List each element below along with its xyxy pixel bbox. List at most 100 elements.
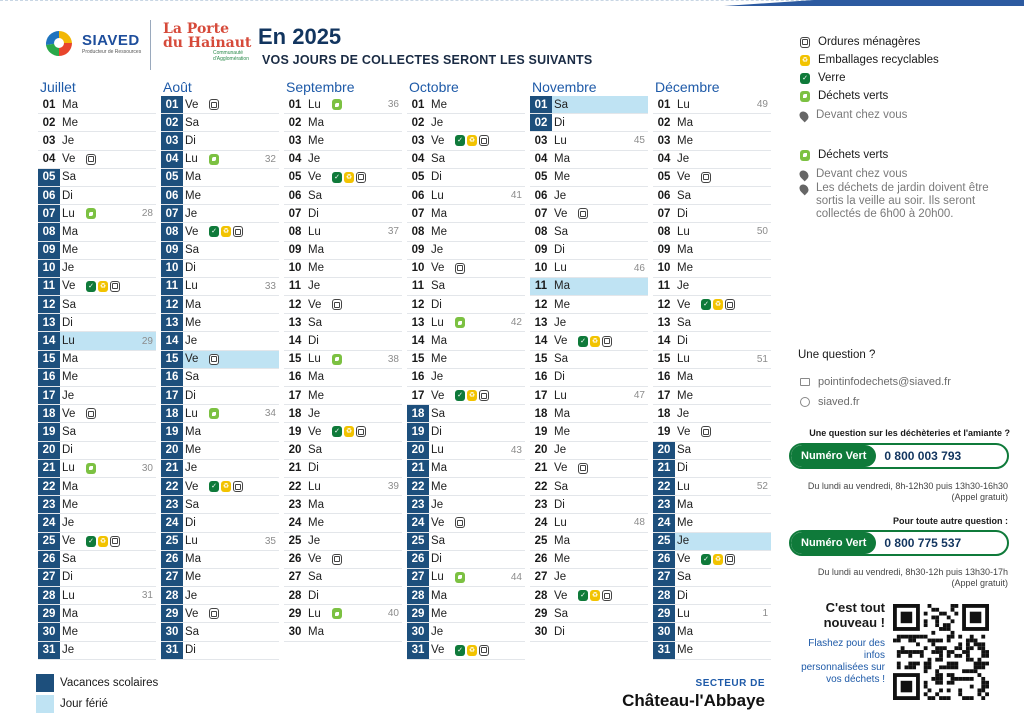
day-abbrev: Ma [554,407,570,420]
day-abbrev: Ve [677,171,691,184]
day-row: 19 Ve [653,423,771,442]
day-number: 17 [38,387,60,405]
secteur: SECTEUR DE Château-l'Abbaye [600,678,765,711]
day-abbrev: Ve [62,535,76,548]
collection-icons [209,481,279,493]
day-abbrev: Di [677,207,688,220]
day-row: 15 Lu 38 [284,351,402,369]
day-number: 28 [534,589,548,602]
leaf-icon [332,353,342,365]
day-row: 31 Di [161,641,279,660]
day-row: 09 Je [407,242,525,260]
day-abbrev: Ma [308,498,324,511]
contact-email[interactable]: pointinfodechets@siaved.fr [800,376,951,388]
day-number: 27 [161,568,183,587]
day-number: 16 [161,368,183,386]
day-abbrev: Di [62,189,73,202]
day-abbrev: Lu [431,444,444,457]
day-abbrev: Di [62,316,73,329]
day-abbrev: Ma [677,498,693,511]
day-abbrev: Je [308,535,321,548]
day-number: 31 [407,641,429,659]
day-number: 08 [38,223,60,241]
day-row: 16 Je [407,369,525,387]
day-abbrev: Sa [185,244,200,257]
day-row: 20 Lu 43 [407,441,525,460]
day-abbrev: Di [185,134,196,147]
day-abbrev: Lu [62,589,75,602]
day-abbrev: Lu [185,280,198,293]
day-abbrev: Ma [677,244,693,257]
day-number: 30 [653,623,675,641]
day-row: 06 Je [530,187,648,206]
day-number: 23 [534,498,548,511]
day-abbrev: Je [62,644,75,657]
month-column: Novembre 01 Sa 02 Di 03 Lu 45 04 Ma 05 Me 06 Je 07 Ve 08… [530,78,648,642]
day-number: 30 [288,626,302,639]
day-number: 23 [407,496,429,514]
day-row: 23 Ma [653,496,771,515]
day-row: 08 Me [407,223,525,242]
day-number: 21 [288,462,302,475]
leaf-icon [86,208,96,220]
day-row: 21 Di [653,459,771,478]
week-number: 34 [264,408,276,420]
day-number: 10 [657,262,671,275]
day-row: 11 Ve [38,277,156,297]
month-column: Septembre01Lu3602Ma03Me04Je05Ve06Sa07Di0… [284,78,402,642]
week-number: 35 [264,535,276,547]
porte-hainaut-logo: La Porte du Hainaut Communauté d'Agglomé… [163,22,253,62]
day-number: 29 [534,607,548,620]
day-row: 26 Ve [653,550,771,569]
day-abbrev: Di [62,444,73,457]
day-row: 21 Je [161,459,279,478]
day-row: 07 Ma [407,205,525,224]
day-number: 11 [288,280,302,293]
day-row: 25 Je [284,533,402,551]
contact-site[interactable]: siaved.fr [800,396,860,408]
collection-icons [455,135,525,147]
day-row: 25 Ve [38,532,156,551]
numero-vert-2[interactable]: Numéro Vert 0 800 775 537 [789,530,1009,556]
day-row: 20 Sa [284,442,402,460]
week-number: 36 [387,99,399,111]
day-abbrev: Ve [677,298,691,311]
day-number: 11 [657,280,671,293]
glass-icon [455,135,465,147]
collection-icons [209,608,279,620]
day-number: 02 [530,114,552,132]
day-number: 03 [42,134,56,147]
legend-note-row: Les déchets de jardin doivent être sorti… [797,182,990,221]
day-row: 23 Sa [161,496,279,515]
day-number: 09 [534,244,548,257]
day-number: 03 [657,134,671,147]
day-number: 13 [534,316,548,329]
qr-code[interactable] [893,604,989,700]
day-abbrev: Ma [554,153,570,166]
day-number: 18 [161,405,183,423]
day-number: 21 [407,459,429,477]
day-number: 19 [38,423,60,441]
glass-icon [332,171,342,183]
numero-vert-1[interactable]: Numéro Vert 0 800 003 793 [789,443,1009,469]
day-abbrev: Me [677,262,693,275]
day-abbrev: Sa [431,153,446,166]
glass-icon [209,226,219,238]
day-abbrev: Je [308,407,321,420]
day-number: 14 [534,335,548,348]
day-row: 11 Ma [530,277,648,297]
trash-bin-icon [479,644,489,656]
day-number: 22 [534,480,548,493]
day-row: 22 Sa [530,478,648,497]
day-abbrev: Di [185,644,196,657]
hours-note: (Appel gratuit) [951,492,1008,502]
trash-bin-icon [455,262,465,274]
legend-pin-2: Devant chez vous [797,168,990,182]
day-abbrev: Me [677,644,693,657]
glass-icon [455,390,465,402]
day-row: 13 Sa [284,314,402,333]
day-number: 02 [657,116,671,129]
day-number: 25 [407,532,429,550]
trash-bin-icon [701,171,711,183]
nouveau-title-2: nouveau ! [823,615,885,630]
